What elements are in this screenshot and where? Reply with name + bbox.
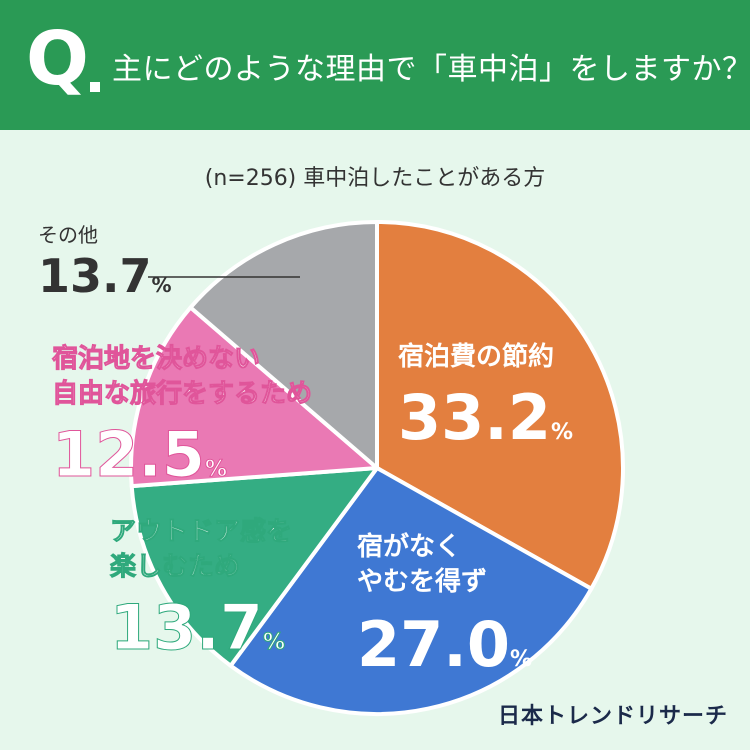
slice-name-other: その他 xyxy=(38,223,98,247)
header-bar: Q 主にどのような理由で「車中泊」をしますか？ xyxy=(0,0,750,130)
q-mark: Q xyxy=(26,16,89,102)
slice-free-travel xyxy=(129,305,379,489)
slice-value-outdoor: 13.7% xyxy=(110,591,286,665)
slice-name-lodging-savings: 宿泊費の節約 xyxy=(398,342,555,372)
slice-label-no-lodging: 宿がなく やむを得ず 27.0% xyxy=(357,530,532,676)
slice-value-free-travel: 12.5% xyxy=(52,418,228,492)
slice-name-outdoor: アウトドア感を 楽しむため xyxy=(109,516,293,583)
slice-lodging-savings xyxy=(375,220,625,591)
q-dot xyxy=(90,82,100,92)
slice-value-no-lodging: 27.0% xyxy=(357,608,533,682)
slice-label-other: その他 13.7% xyxy=(38,222,172,299)
slice-label-lodging-savings: 宿泊費の節約 33.2% xyxy=(398,340,573,449)
slice-value-lodging-savings: 33.2% xyxy=(398,381,574,455)
slice-label-free-travel: 宿泊地を決めない 自由な旅行をするため 12.5% xyxy=(51,342,313,492)
question-title: 主にどのような理由で「車中泊」をしますか？ xyxy=(112,52,750,87)
slice-value-other: 13.7% xyxy=(38,249,172,303)
slice-other xyxy=(188,220,379,470)
slice-name-no-lodging: 宿がなく やむを得ず xyxy=(357,532,488,598)
brand-logo: 日本トレンドリサーチ xyxy=(497,704,728,729)
slice-name-free-travel: 宿泊地を決めない 自由な旅行をするため xyxy=(51,343,313,410)
slice-no-lodging xyxy=(228,466,594,716)
sample-note: (n=256) 車中泊したことがある方 xyxy=(204,166,546,191)
slice-outdoor xyxy=(129,466,379,668)
slice-label-outdoor: アウトドア感を 楽しむため 13.7% xyxy=(109,515,293,665)
